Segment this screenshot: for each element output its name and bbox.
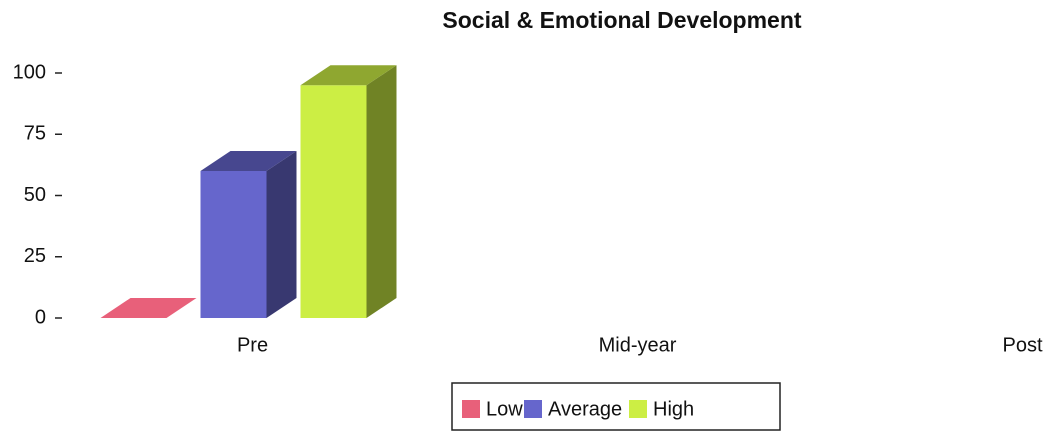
y-tick-label: 50: [24, 184, 46, 206]
x-tick-label: Pre: [237, 334, 268, 356]
bar: [300, 85, 367, 318]
chart-title: Social & Emotional Development: [442, 7, 801, 33]
x-tick-label: Mid-year: [599, 334, 677, 356]
legend-swatch: [524, 400, 542, 418]
legend-swatch: [629, 400, 647, 418]
bar-top: [300, 65, 397, 86]
legend-label: Low: [486, 398, 523, 420]
bar-side: [266, 151, 297, 318]
y-tick-label: 25: [24, 245, 46, 267]
bar: [100, 298, 197, 318]
legend-label: High: [653, 398, 694, 420]
y-tick-label: 0: [35, 306, 46, 328]
y-tick-label: 100: [13, 61, 46, 83]
legend-swatch: [462, 400, 480, 418]
bar-top: [200, 151, 297, 171]
legend-label: Average: [548, 398, 622, 420]
x-tick-label: Post: [1002, 334, 1042, 356]
bar: [200, 171, 267, 318]
y-tick-label: 75: [24, 123, 46, 145]
legend-box: [451, 382, 781, 431]
bar-side: [366, 65, 397, 318]
